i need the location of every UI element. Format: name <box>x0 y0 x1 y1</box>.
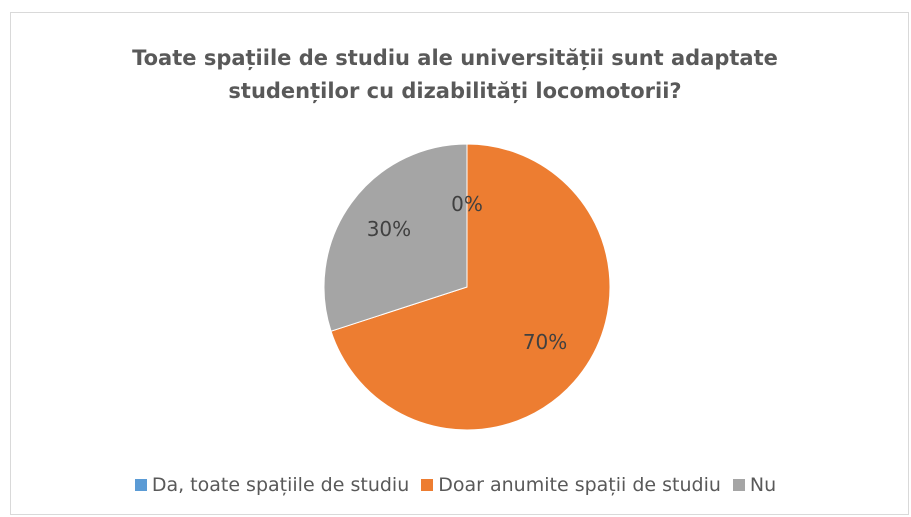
data-label: 0% <box>451 192 483 216</box>
legend-swatch <box>421 479 434 491</box>
legend-item: Nu <box>732 474 777 496</box>
chart-frame <box>10 12 909 515</box>
legend-swatch <box>732 479 745 491</box>
pie-slice <box>330 143 611 431</box>
pie-slice <box>323 143 468 332</box>
legend-label: Doar anumite spații de studiu <box>438 474 721 496</box>
legend-label: Da, toate spațiile de studiu <box>151 474 410 496</box>
legend: Da, toate spațiile de studiu Doar anumite… <box>0 474 911 496</box>
data-label: 70% <box>523 330 567 354</box>
legend-item: Doar anumite spații de studiu <box>421 474 721 496</box>
chart-title: Toate spațiile de studiu ale universităț… <box>132 46 778 103</box>
data-label: 30% <box>367 217 411 241</box>
legend-swatch <box>134 479 147 491</box>
legend-item: Da, toate spațiile de studiu <box>134 474 410 496</box>
legend-label: Nu <box>749 474 777 496</box>
